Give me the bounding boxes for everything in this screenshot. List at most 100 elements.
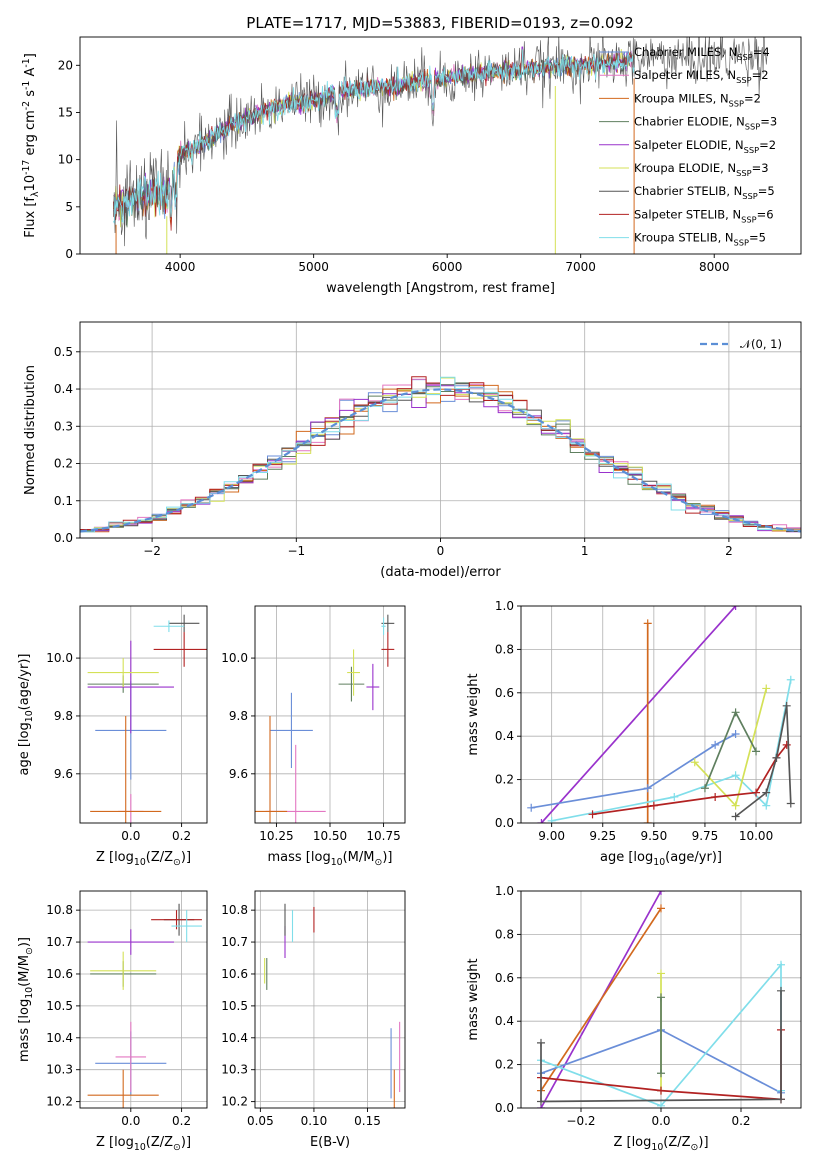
x-axis-label: E(B-V) — [310, 1135, 350, 1150]
text-part: SSP — [744, 145, 759, 155]
y-tick-label: 0 — [65, 247, 73, 261]
x-tick-label: 10.50 — [313, 829, 347, 843]
text-part: 0.2 — [731, 1114, 750, 1128]
text-part: −1 — [287, 544, 305, 558]
figure-title: PLATE=1717, MJD=53883, FIBERID=0193, z=0… — [246, 14, 633, 32]
text-part: 0.2 — [54, 457, 73, 471]
text-part: SSP — [736, 168, 751, 178]
weight-marker — [657, 1069, 665, 1078]
weight-marker — [537, 819, 546, 823]
text-part: (Z/Z — [663, 1135, 690, 1150]
legend-entry: Chabrier STELIB, NSSP=5 — [634, 184, 775, 201]
text-part: ⊙ — [173, 1142, 181, 1153]
weight-marker — [711, 740, 720, 749]
y-tick-label: 10.2 — [46, 1095, 73, 1109]
weight-marker — [711, 792, 720, 801]
text-part: 10.8 — [46, 903, 73, 917]
text-part: -1 — [21, 58, 32, 67]
y-tick-label: 10.3 — [221, 1063, 248, 1077]
x-tick-label: 9.50 — [640, 829, 667, 843]
x-tick-label: 0.2 — [731, 1114, 750, 1128]
text-part: 1 — [581, 544, 589, 558]
text-part: A — [23, 68, 38, 81]
y-tick-label: 10.0 — [221, 651, 248, 665]
x-axis-label: Z [log10(Z/Z⊙)] — [96, 1135, 191, 1153]
text-part: 0.2 — [495, 773, 514, 787]
text-part: 10 — [331, 857, 343, 868]
y-tick-label: 10.8 — [46, 903, 73, 917]
weight-marker — [762, 801, 771, 810]
text-part: Chabrier STELIB, N — [634, 184, 742, 198]
weight-marker — [527, 803, 536, 812]
text-part: 10 — [24, 710, 35, 722]
x-axis-label: mass [log10(M/M⊙)] — [268, 850, 393, 868]
text-part: Chabrier ELODIE, N — [634, 115, 745, 129]
text-part: 9.8 — [54, 709, 73, 723]
text-part: 10.4 — [46, 1031, 73, 1045]
weight-marker — [731, 801, 740, 810]
text-part: Z [log — [96, 1135, 134, 1150]
x-tick-label: 8000 — [699, 260, 730, 274]
x-tick-label: 7000 — [565, 260, 596, 274]
text-part: =4 — [753, 45, 770, 59]
panel-z_age: 0.0 0.29.69.810.0Z [log10(Z/Z⊙)]age [log1… — [17, 605, 208, 868]
text-part: 0.0 — [495, 816, 514, 830]
text-part: ] — [23, 53, 38, 58]
weight-marker — [643, 819, 652, 823]
y-tick-label: 10.3 — [46, 1063, 73, 1077]
text-part: )] — [181, 1135, 191, 1150]
text-part: Z [log — [613, 1135, 651, 1150]
y-tick-label: 9.8 — [229, 709, 248, 723]
text-part: SSP — [736, 75, 751, 85]
weight-marker — [731, 606, 740, 610]
panel-residuals: −2 −1 0 1 2 0.0 0.1 0.2 0.3 0.4 0.5 (data-model)/er… — [23, 321, 802, 580]
legend-entry: Chabrier MILES, NSSP=4 — [634, 45, 770, 62]
text-part: =3 — [760, 115, 777, 129]
y-tick-label: 0.4 — [495, 1014, 514, 1028]
errorbars — [87, 903, 202, 1108]
legend-entry: Salpeter ELODIE, NSSP=2 — [634, 138, 776, 155]
panel-ebv_mass: 0.05 0.10 0.15 10.2 10.3 10.4 10.5 10.6 10.7 10.8… — [221, 890, 406, 1150]
text-part: 2 — [725, 544, 733, 558]
x-tick-label: 0.15 — [354, 1114, 381, 1128]
text-part: 0.10 — [301, 1114, 328, 1128]
text-part: mass [log — [17, 999, 32, 1062]
text-part: 10.8 — [221, 903, 248, 917]
y-tick-label: 10.5 — [221, 999, 248, 1013]
x-tick-label: 2 — [725, 544, 733, 558]
text-part: 10.25 — [259, 829, 293, 843]
y-tick-label: 0.8 — [495, 642, 514, 656]
text-part: SSP — [741, 214, 756, 224]
y-tick-label: 15 — [58, 105, 73, 119]
text-part: (Z/Z — [146, 850, 173, 865]
x-tick-label: −0.2 — [566, 1114, 595, 1128]
text-part: =3 — [752, 161, 769, 175]
text-part: 10.6 — [221, 967, 248, 981]
y-tick-label: 9.6 — [54, 767, 73, 781]
text-part: 1.0 — [495, 599, 514, 613]
weight-marker — [752, 788, 761, 797]
text-part: Kroupa ELODIE, N — [634, 161, 736, 175]
text-part: Kroupa MILES, N — [634, 91, 729, 105]
text-part: 10.2 — [46, 1095, 73, 1109]
text-part: )] — [17, 937, 32, 947]
text-part: 0.0 — [54, 531, 73, 545]
weight-line — [540, 907, 662, 1092]
text-part: 0.2 — [495, 1058, 514, 1072]
weight-lines — [527, 606, 795, 823]
text-part: 15 — [58, 105, 73, 119]
histograms — [80, 376, 801, 536]
text-part: 10.3 — [46, 1063, 73, 1077]
text-part: (data-model)/error — [380, 565, 501, 580]
text-part: Z [log — [96, 850, 134, 865]
text-part: 𝒩(0, 1) — [740, 337, 782, 351]
weight-marker — [690, 758, 699, 767]
text-part: E(B-V) — [310, 1135, 350, 1150]
spectrum-lines — [113, 37, 768, 254]
weight-marker — [657, 904, 665, 913]
text-part: 0.5 — [54, 345, 73, 359]
text-part: ⊙ — [24, 947, 35, 955]
y-tick-label: 10.7 — [221, 935, 248, 949]
text-part: 0.8 — [495, 927, 514, 941]
